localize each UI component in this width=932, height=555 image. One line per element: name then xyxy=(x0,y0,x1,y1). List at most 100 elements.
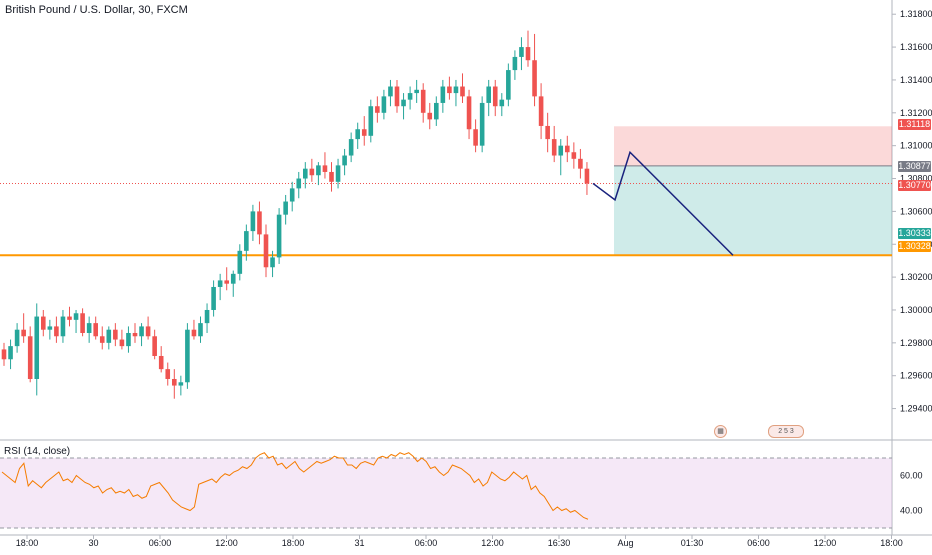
candle-body xyxy=(158,355,164,370)
candle xyxy=(126,326,131,353)
candle xyxy=(414,79,419,103)
candle xyxy=(420,83,426,123)
candle xyxy=(80,308,85,337)
candle xyxy=(158,346,164,373)
time-tick-label: 16:30 xyxy=(548,538,571,548)
stop-price-label: 1.31118 xyxy=(898,119,931,130)
candle xyxy=(211,280,216,317)
candle-body xyxy=(54,326,59,337)
calendar-event-icon[interactable]: ▦ xyxy=(714,425,727,438)
candle xyxy=(244,224,249,261)
candle-body xyxy=(460,86,465,97)
candle-body xyxy=(506,70,511,100)
candle xyxy=(14,323,20,353)
time-tick-label: 12:00 xyxy=(481,538,504,548)
candle-body xyxy=(348,139,354,156)
candle-body xyxy=(414,89,419,94)
candle xyxy=(558,139,564,176)
candle-body xyxy=(21,329,26,337)
candle xyxy=(54,316,59,343)
time-tick-label: 18:00 xyxy=(880,538,903,548)
chart-title: British Pound / U.S. Dollar, 30, FXCM xyxy=(5,4,188,16)
time-tick-label: 18:00 xyxy=(282,538,305,548)
candle xyxy=(401,93,406,120)
candle xyxy=(584,162,590,195)
candle-body xyxy=(519,47,524,57)
price-tick-label: 1.29800 xyxy=(900,338,932,348)
candle xyxy=(283,194,288,225)
candle xyxy=(473,119,478,153)
candle-body xyxy=(204,309,210,324)
projection-path xyxy=(592,150,734,256)
events-group-icon[interactable]: 2 5 3 xyxy=(768,425,804,438)
rsi-tick-label: 40.00 xyxy=(900,506,923,516)
candle-body xyxy=(394,86,400,107)
candle-body xyxy=(303,168,308,179)
candle xyxy=(394,79,400,113)
candle xyxy=(492,79,498,117)
candle xyxy=(506,63,511,107)
candle-body xyxy=(217,280,223,287)
candle xyxy=(60,309,66,343)
candle xyxy=(316,162,321,186)
rsi-title: RSI (14, close) xyxy=(4,446,71,457)
candle xyxy=(427,102,433,130)
candle xyxy=(296,171,302,199)
candle xyxy=(257,201,262,245)
candle-body xyxy=(407,93,413,100)
candle xyxy=(361,116,367,146)
candle xyxy=(335,158,341,189)
candle-body xyxy=(322,165,328,172)
candle xyxy=(191,319,197,340)
candle xyxy=(381,89,387,120)
rsi-tick-label: 60.00 xyxy=(900,471,923,481)
time-tick-label: Aug xyxy=(617,538,633,548)
candle xyxy=(355,122,360,149)
rsi-line xyxy=(1,452,589,520)
candle-body xyxy=(361,129,367,136)
candle-body xyxy=(571,152,577,159)
candle xyxy=(578,148,583,179)
candle xyxy=(263,224,269,278)
candle xyxy=(545,112,550,153)
time-tick-label: 30 xyxy=(88,538,98,548)
candle-body xyxy=(8,346,13,360)
candle xyxy=(139,323,144,347)
candle-body xyxy=(466,96,472,130)
candle-body xyxy=(309,168,315,176)
candle-body xyxy=(211,286,216,310)
candle xyxy=(525,30,531,67)
candle xyxy=(93,316,98,340)
candle-body xyxy=(368,106,374,136)
candle xyxy=(152,329,157,360)
time-tick-label: 01:30 xyxy=(681,538,704,548)
candle xyxy=(41,309,46,337)
candle-body xyxy=(126,332,131,347)
candle-body xyxy=(172,378,177,386)
price-tick-label: 1.31400 xyxy=(900,75,932,85)
candle-body xyxy=(132,332,138,337)
candle xyxy=(185,323,190,389)
candle-body xyxy=(427,112,433,120)
candle xyxy=(466,89,472,140)
candle-body xyxy=(453,86,459,94)
candle xyxy=(565,135,570,163)
candle-body xyxy=(401,99,406,107)
candle xyxy=(119,329,125,350)
price-tick-label: 1.31000 xyxy=(900,141,932,151)
time-tick-label: 06:00 xyxy=(149,538,172,548)
candle xyxy=(270,250,275,278)
candle xyxy=(230,270,236,297)
candle-body xyxy=(335,165,341,182)
candle xyxy=(532,33,537,107)
candle-body xyxy=(473,129,478,146)
candle xyxy=(250,204,256,241)
candle-body xyxy=(342,155,347,166)
time-tick-label: 12:00 xyxy=(215,538,238,548)
candle xyxy=(145,316,151,340)
candle-body xyxy=(191,329,197,337)
candle-body xyxy=(276,214,282,258)
candle xyxy=(99,326,105,350)
